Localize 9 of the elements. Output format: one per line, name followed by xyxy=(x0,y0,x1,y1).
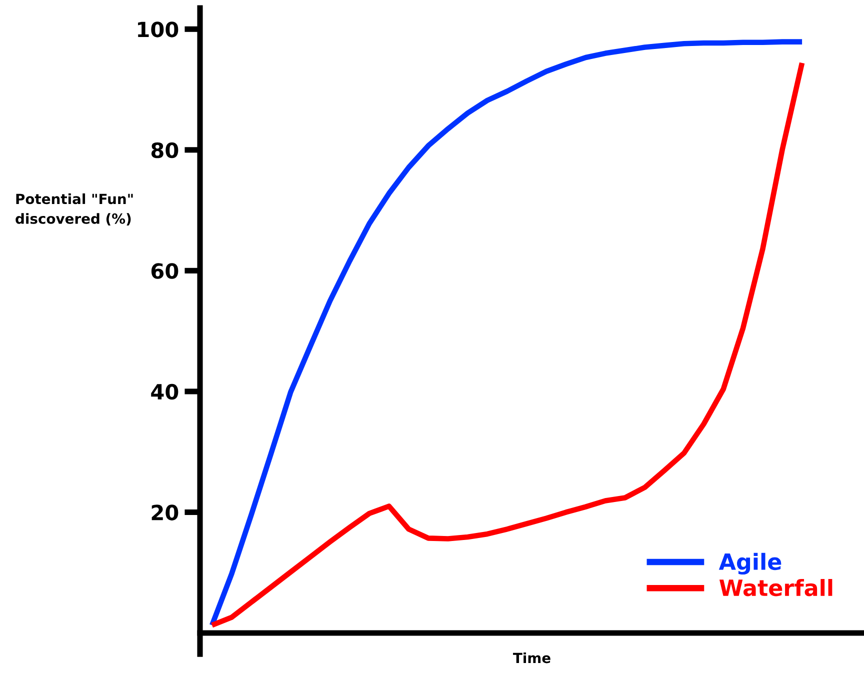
legend-label: Waterfall xyxy=(719,578,832,596)
legend-label: Agile xyxy=(718,552,782,575)
x-axis-title: Time xyxy=(513,652,550,664)
y-tick-label: 80 xyxy=(151,142,178,158)
y-tick-label: 20 xyxy=(152,504,178,520)
y-tick-label: 60 xyxy=(151,263,178,279)
y-tick-label: 40 xyxy=(151,384,178,400)
y-axis-title: Potential "Fun" discovered (%) xyxy=(16,193,133,226)
y-tick-label: 100 xyxy=(138,22,178,38)
